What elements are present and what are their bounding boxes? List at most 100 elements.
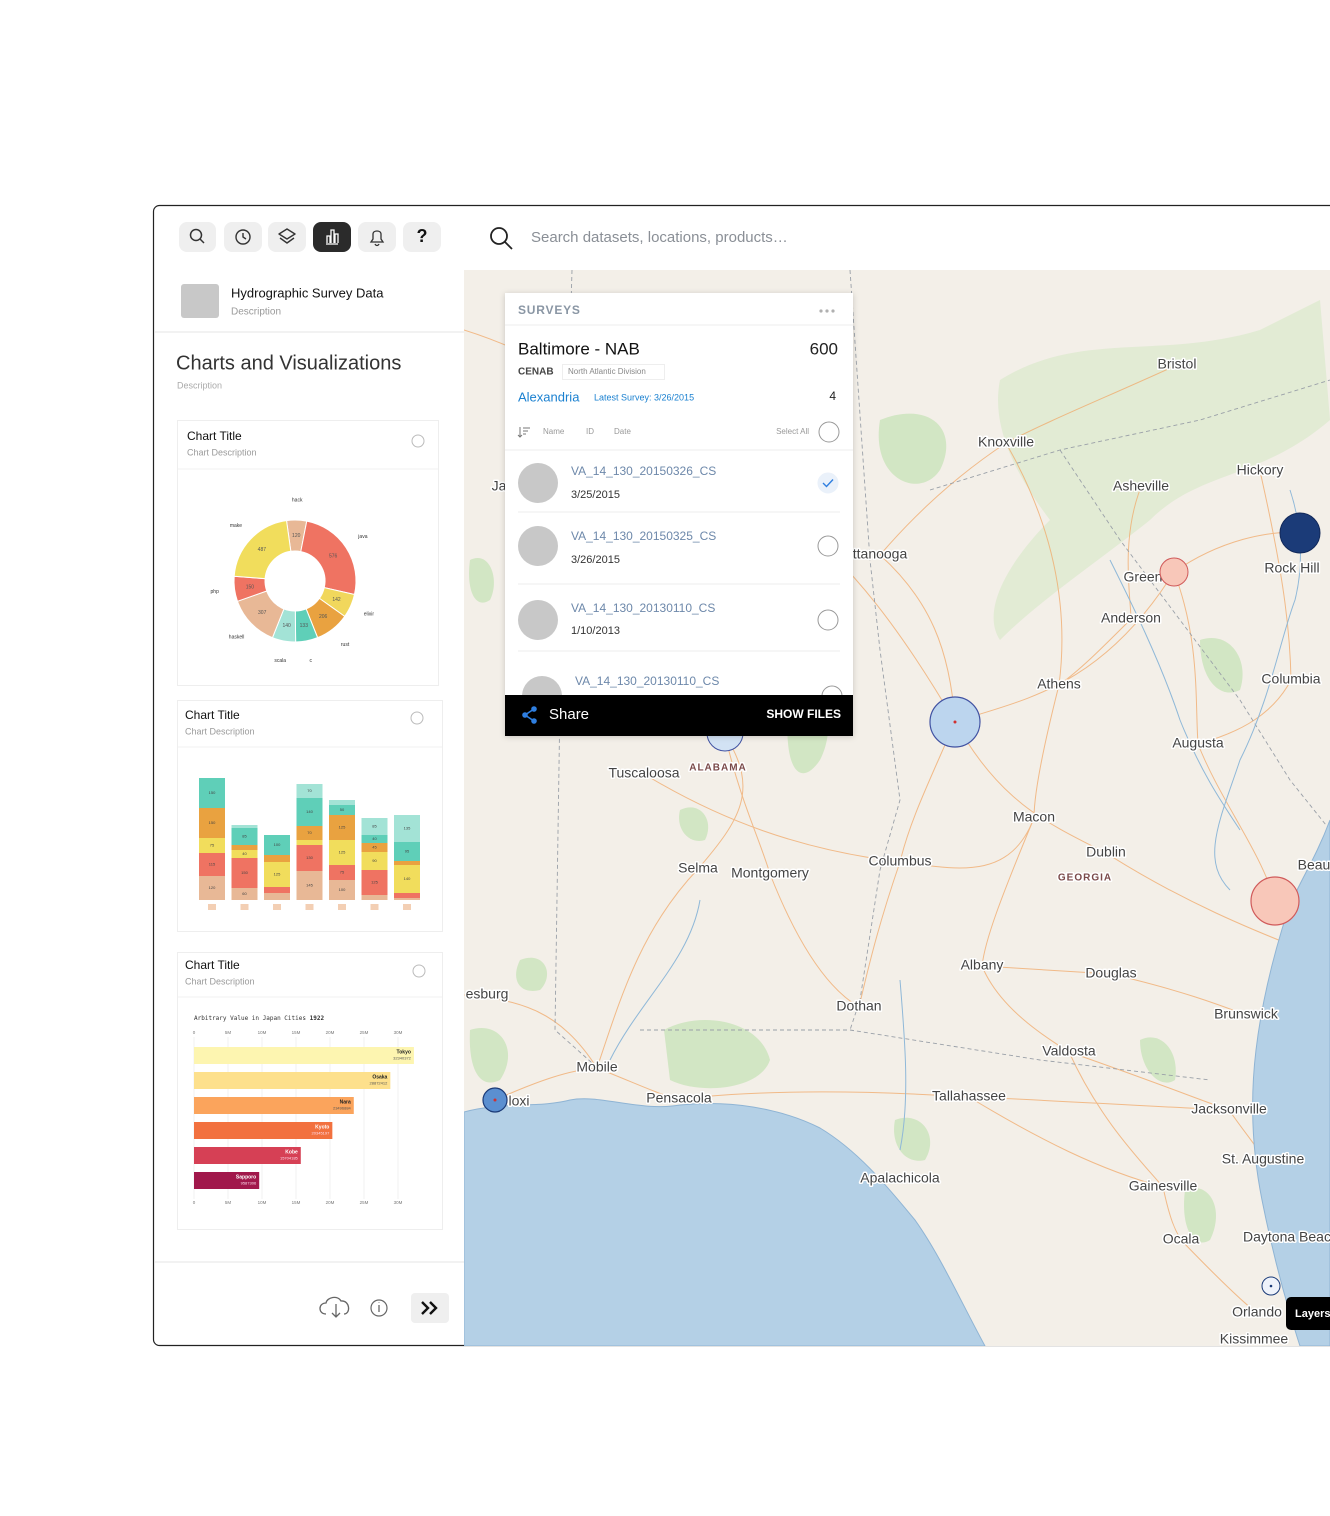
share-button[interactable]: Share: [549, 706, 589, 723]
search-icon[interactable]: [490, 227, 508, 245]
layers-button[interactable]: [1286, 1297, 1330, 1330]
toolbar-notifications[interactable]: [358, 222, 396, 252]
layers-label: Layers: [1295, 1308, 1330, 1320]
x-tick-label: 10M: [258, 1030, 267, 1035]
pie-slice: [233, 520, 292, 580]
icon: [199, 238, 205, 244]
survey-name[interactable]: VA_14_130_20130110_CS: [571, 601, 715, 615]
city-label: Anderson: [1101, 610, 1161, 626]
segment-label: 130: [306, 855, 313, 860]
segment-label: 120: [209, 885, 216, 890]
icon: [326, 229, 339, 245]
menu-button[interactable]: [819, 309, 835, 313]
bar-segment: [231, 888, 258, 900]
category-chip: [338, 904, 346, 910]
city-label: Hickory: [1237, 462, 1284, 478]
panel-footer: [505, 695, 853, 736]
bar-segment: [329, 840, 355, 865]
location[interactable]: Alexandria: [518, 389, 580, 404]
city-label: Mobile: [576, 1059, 617, 1075]
city-label: Tuscaloosa: [608, 765, 679, 781]
marker[interactable]: [1250, 876, 1300, 926]
survey-checkbox[interactable]: [821, 685, 843, 706]
survey-thumbnail: [518, 526, 558, 566]
city-label: Beau: [1298, 857, 1330, 873]
bar-label: Kobe: [285, 1149, 298, 1155]
city-label: Apalachicola: [860, 1170, 940, 1186]
search-icon-handle: [504, 241, 513, 250]
select-all-checkbox[interactable]: [818, 421, 840, 443]
dataset-title: Hydrographic Survey Data: [231, 285, 384, 300]
toolbar-search[interactable]: [179, 222, 216, 252]
column-date[interactable]: Date: [614, 427, 631, 436]
segment-label: 70: [307, 830, 312, 835]
survey-thumbnail: [522, 676, 562, 695]
column-id[interactable]: ID: [586, 427, 594, 436]
marker[interactable]: [1279, 512, 1321, 554]
pie-slice: [300, 520, 357, 596]
bar-value: 32340372: [393, 1056, 412, 1061]
toolbar-help[interactable]: [403, 222, 441, 252]
survey-name[interactable]: VA_14_130_20150326_CS: [571, 464, 716, 478]
slice-label: elixir: [364, 611, 375, 617]
segment-label: 145: [306, 883, 313, 888]
collapse-button[interactable]: [411, 1293, 449, 1323]
chart-description: Chart Description: [185, 976, 255, 986]
district-code: CENAB: [518, 367, 554, 378]
column-name[interactable]: Name: [543, 427, 565, 436]
slice-label: scala: [274, 658, 286, 664]
marker-center: [953, 720, 957, 724]
segment-label: 60: [242, 891, 247, 896]
slice-value: 133: [300, 623, 309, 629]
sort-button[interactable]: [517, 427, 530, 438]
show-files-button[interactable]: SHOW FILES: [766, 707, 841, 721]
survey-name[interactable]: VA_14_130_20130110_CS: [575, 674, 719, 688]
segment-label: 40: [372, 836, 377, 841]
download-button[interactable]: [319, 1296, 350, 1318]
bar-segment: [361, 818, 388, 835]
segment-label: 75: [340, 870, 345, 875]
survey-thumbnail: [518, 600, 558, 640]
panel-header: SURVEYS: [518, 303, 581, 317]
toolbar: ?: [179, 222, 441, 252]
map-labels: Ja Bristol Knoxville Hickory Asheville Rock H…: [464, 354, 1330, 1346]
category-chip: [208, 904, 216, 910]
section-description: Description: [177, 380, 222, 390]
bar-segment: [329, 865, 355, 880]
district: Baltimore - NAB: [518, 339, 640, 358]
category-chip: [370, 904, 379, 910]
map[interactable]: Ja Bristol Knoxville Hickory Asheville Rock H…: [464, 270, 1330, 1347]
icon: [189, 228, 203, 242]
bar-segment: [361, 852, 388, 870]
x-tick-label: 5M: [225, 1030, 232, 1035]
toolbar-layers[interactable]: [268, 222, 306, 252]
x-tick-label: 15M: [292, 1030, 301, 1035]
x-tick-label: 25M: [360, 1030, 369, 1035]
city-label: Gainesville: [1129, 1178, 1198, 1194]
icon: [235, 229, 251, 245]
info-button[interactable]: [370, 1299, 388, 1317]
search-input[interactable]: Search datasets, locations, products…: [531, 229, 788, 246]
segment-label: 85: [372, 824, 377, 829]
segment-label: 140: [404, 876, 411, 881]
marker[interactable]: [1159, 557, 1189, 587]
segment-label: 125: [371, 880, 378, 885]
chart-title: Chart Title: [187, 429, 242, 443]
survey-checkbox[interactable]: [817, 535, 839, 557]
city-label: Tallahassee: [932, 1088, 1006, 1104]
category-chip: [273, 904, 281, 910]
bar-segment: [296, 871, 323, 900]
segment-label: 85: [242, 834, 247, 839]
segment-label: 100: [339, 887, 346, 892]
survey-checkbox[interactable]: [817, 609, 839, 631]
bar-segment: [199, 838, 225, 853]
info-icon[interactable]: [411, 434, 425, 448]
toolbar-charts[interactable]: [313, 222, 351, 252]
info-icon[interactable]: [412, 964, 426, 978]
survey-checkbox[interactable]: [817, 472, 839, 494]
marker-center: [493, 1098, 497, 1102]
survey-name[interactable]: VA_14_130_20150325_CS: [571, 529, 716, 543]
slice-value: 142: [332, 597, 341, 603]
info-icon[interactable]: [410, 711, 424, 725]
check-mark: [822, 479, 834, 488]
